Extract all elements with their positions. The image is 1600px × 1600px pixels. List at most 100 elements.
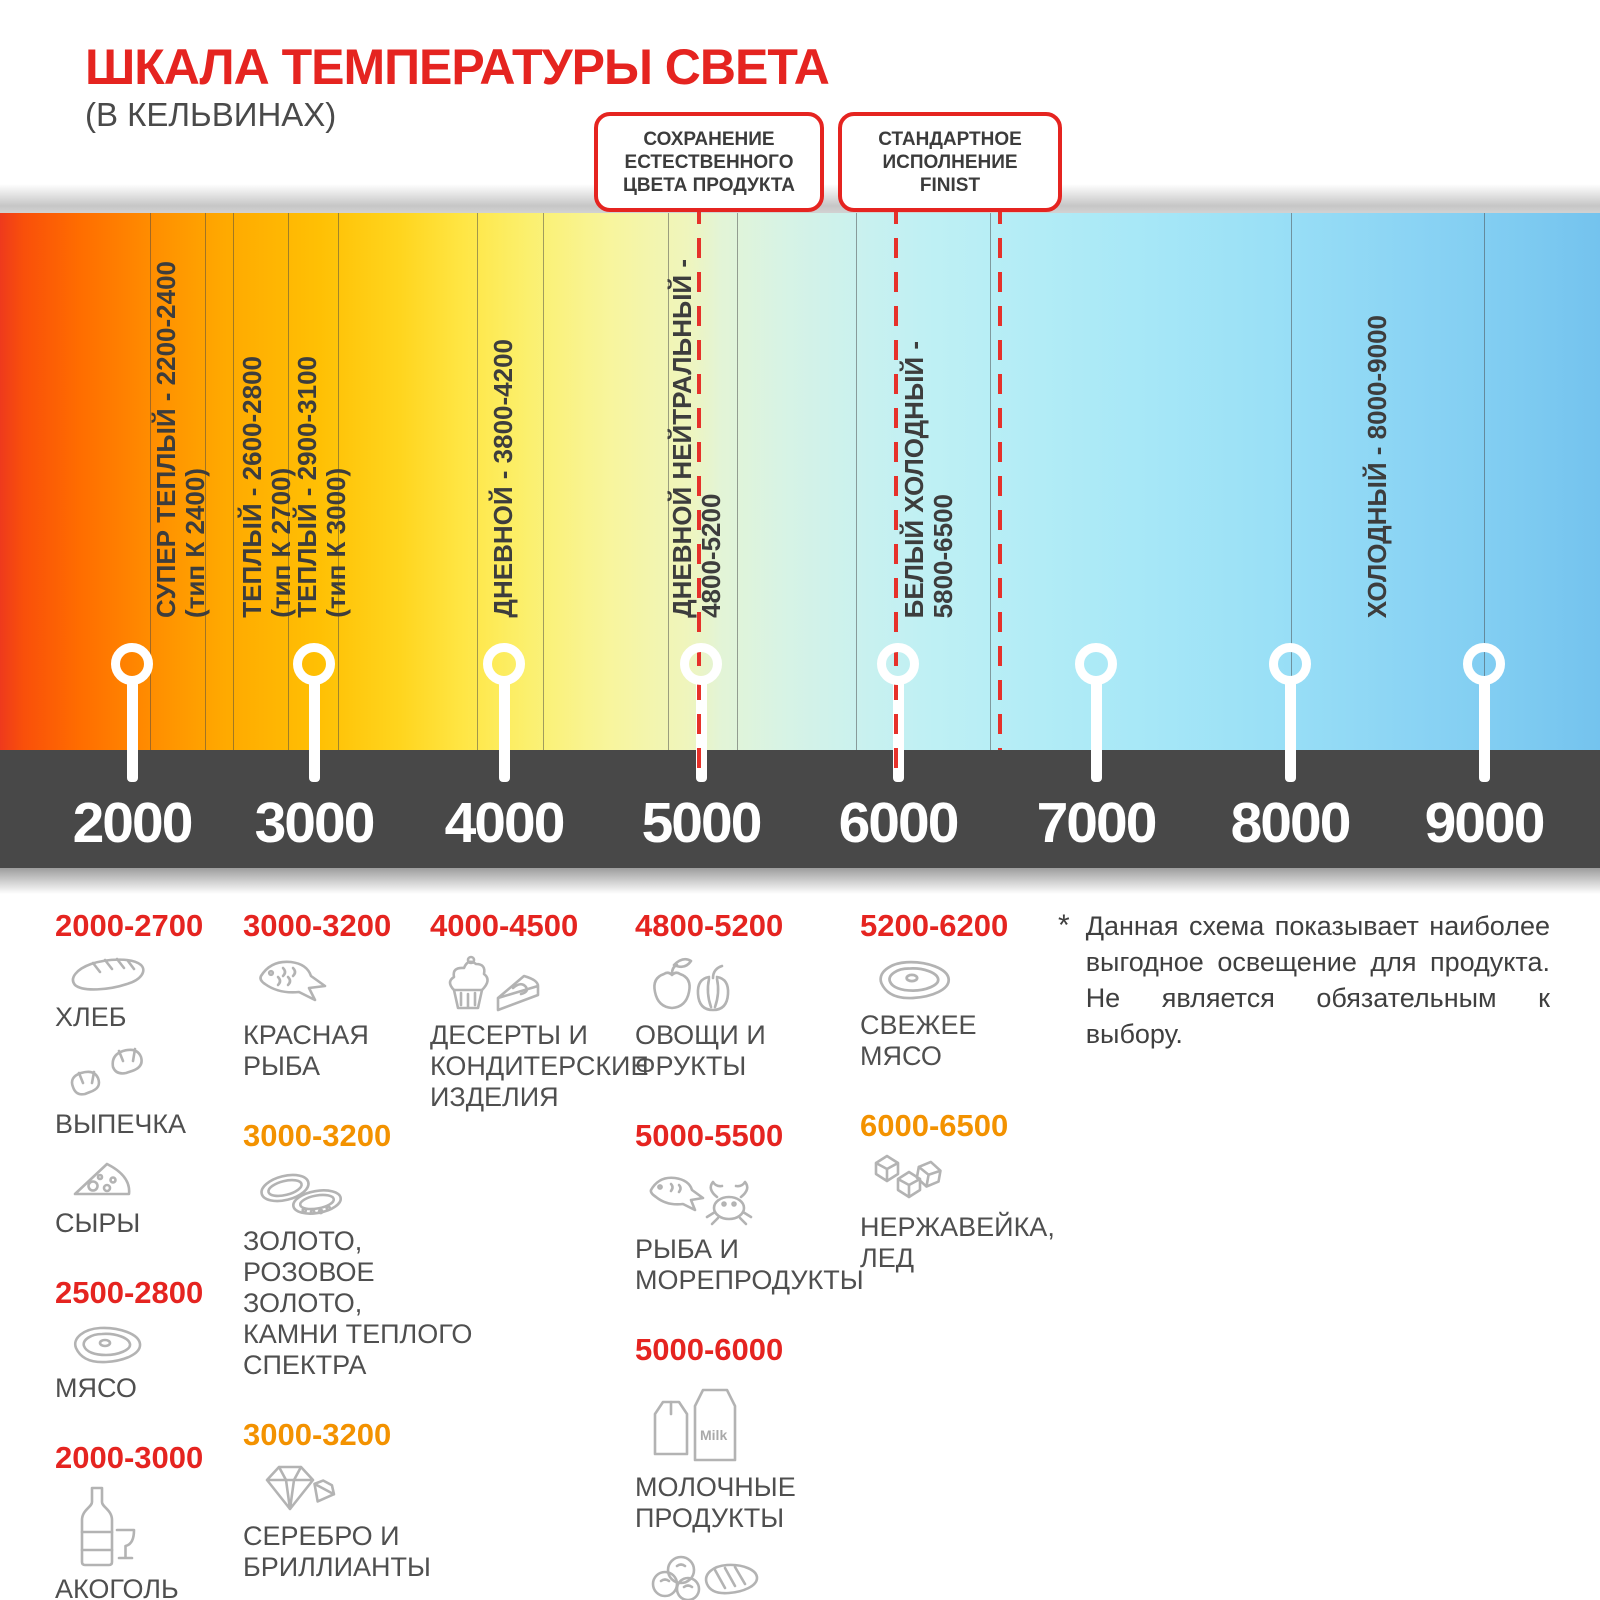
- legend-item-label: РЫБА И МОРЕПРОДУКТЫ: [635, 1234, 864, 1295]
- band-label-line: ТЕПЛЫЙ - 2600-2800: [237, 356, 267, 618]
- marker-ring-6000: [877, 643, 919, 685]
- legend-item: ОВОЩИ И ФРУКТЫ: [635, 952, 935, 1082]
- callout-line: СТАНДАРТНОЕ: [878, 128, 1022, 150]
- legend-item-label: ДЕСЕРТЫ И КОНДИТЕРСКИЕ ИЗДЕЛИЯ: [430, 1020, 649, 1112]
- legend-group: 3000-3200 СЕРЕБРО И БРИЛЛИАНТЫ: [243, 1417, 488, 1583]
- legend-item-label: ЗОЛОТО, РОЗОВОЕ ЗОЛОТО, КАМНИ ТЕПЛОГО СП…: [243, 1226, 473, 1380]
- legend-item: Milk МОЛОЧНЫЕ ПРОДУКТЫ: [635, 1376, 935, 1534]
- legend-item-label: МЯСО: [55, 1373, 137, 1403]
- range-label: 4000-4500: [430, 908, 579, 943]
- marker-ring-4000: [483, 643, 525, 685]
- leader-line-finist-6500: [998, 204, 1002, 750]
- marker-stem-4000: [499, 680, 510, 782]
- band-label-line: (тип К 2400): [180, 468, 210, 618]
- callout-line: FINIST: [919, 174, 981, 196]
- legend-item: ВЫПЕЧКА: [55, 1045, 240, 1140]
- red-fish-icon: [255, 952, 488, 1014]
- gridline: [1484, 213, 1485, 750]
- vegetables-icon: [647, 952, 935, 1014]
- gridline: [737, 213, 738, 750]
- axis-tick-9000: 9000: [1424, 791, 1546, 855]
- marker-stem-2000: [127, 680, 138, 782]
- legend-group: 5000-6000 Milk МОЛОЧНЫЕ ПРОДУКТЫ: [635, 1332, 935, 1600]
- diamonds-icon: [255, 1461, 488, 1515]
- footnote: * Данная схема показывает наиболее выгод…: [1058, 908, 1550, 1052]
- legend-group: 3000-3200 ЗОЛОТО, РОЗОВОЕ ЗОЛОТО, КАМНИ …: [243, 1118, 488, 1381]
- band-label-line: (тип К 3000): [321, 468, 351, 618]
- marker-ring-2000: [111, 643, 153, 685]
- range-label: 5000-5500: [635, 1118, 784, 1153]
- cheese-icon: [67, 1152, 240, 1202]
- legend-item-label: МОЛОЧНЫЕ ПРОДУКТЫ: [635, 1472, 796, 1533]
- gridline: [205, 213, 206, 750]
- gridline: [990, 213, 991, 750]
- legend-column-5: 5200-6200 СВЕЖЕЕ МЯСО 6000-6500: [860, 908, 1075, 1310]
- band-label-daylight: ДНЕВНОЙ - 3800-4200: [488, 339, 518, 618]
- callout-finist-standard: СТАНДАРТНОЕ ИСПОЛНЕНИЕ FINIST: [838, 112, 1062, 212]
- leader-line-finist-6000: [894, 204, 898, 782]
- milk-carton-label: Milk: [700, 1427, 727, 1443]
- marker-stem-5000: [696, 680, 707, 782]
- legend-group: 5200-6200 СВЕЖЕЕ МЯСО: [860, 908, 1075, 1072]
- range-label: 3000-3200: [243, 1417, 392, 1452]
- band-label-line: ХОЛОДНЫЙ - 8000-9000: [1362, 314, 1392, 618]
- frozen-icon: [647, 1546, 935, 1600]
- range-label: 6000-6500: [860, 1108, 1009, 1143]
- band-label-line: 5800-6500: [928, 493, 958, 618]
- legend-item: СВЕЖЕЕ МЯСО: [860, 952, 1075, 1072]
- marker-stem-6000: [893, 680, 904, 782]
- leader-line-natural-color: [697, 204, 701, 782]
- band-label-super-warm: СУПЕР ТЕПЛЫЙ - 2200-2400 (тип К 2400): [151, 261, 210, 618]
- gridline: [668, 213, 669, 750]
- band-label-line: ДНЕВНОЙ НЕЙТРАЛЬНЫЙ -: [667, 259, 697, 618]
- legend-item: КРАСНАЯ РЫБА: [243, 952, 488, 1082]
- range-label: 2000-3000: [55, 1440, 204, 1475]
- legend-item: НЕРЖАВЕЙКА, ЛЕД: [860, 1152, 1075, 1274]
- band-label-line: ДНЕВНОЙ - 3800-4200: [488, 339, 518, 618]
- legend-group: 2000-3000 АКОГОЛЬ: [55, 1440, 240, 1600]
- axis-tick-7000: 7000: [1036, 791, 1158, 855]
- legend-item: АКОГОЛЬ: [55, 1484, 240, 1600]
- legend-item-label: СЕРЕБРО И БРИЛЛИАНТЫ: [243, 1521, 431, 1582]
- legend-column-1: 2000-2700 ХЛЕБ: [55, 908, 240, 1600]
- legend-group: 2500-2800 МЯСО: [55, 1275, 240, 1404]
- marker-ring-8000: [1269, 643, 1311, 685]
- bread-icon: [67, 952, 240, 996]
- legend-item: ЗАМОРОЖЕННЫЕ ПОЛУФАБРИКАТЫ: [635, 1546, 935, 1600]
- alcohol-icon: [67, 1484, 240, 1568]
- legend-item: ДЕСЕРТЫ И КОНДИТЕРСКИЕ ИЗДЕЛИЯ: [430, 952, 649, 1113]
- range-label: 2000-2700: [55, 908, 204, 943]
- fresh-meat-icon: [872, 952, 1075, 1004]
- band-label-cold: ХОЛОДНЫЙ - 8000-9000: [1362, 314, 1392, 618]
- axis-tick-3000: 3000: [254, 791, 376, 855]
- legend-item: ЗОЛОТО, РОЗОВОЕ ЗОЛОТО, КАМНИ ТЕПЛОГО СП…: [243, 1162, 488, 1381]
- marker-stem-8000: [1285, 680, 1296, 782]
- gold-rings-icon: [255, 1162, 488, 1220]
- range-label: 3000-3200: [243, 1118, 392, 1153]
- range-label: 5000-6000: [635, 1332, 784, 1367]
- marker-stem-7000: [1091, 680, 1102, 782]
- desserts-icon: [442, 952, 640, 1014]
- legend-column-3: 4000-4500 ДЕСЕРТЫ И КОНДИТЕРСКИЕ ИЗДЕЛИЯ: [430, 908, 649, 1149]
- legend-item: РЫБА И МОРЕПРОДУКТЫ: [635, 1162, 935, 1296]
- marker-ring-9000: [1463, 643, 1505, 685]
- band-label-line: ТЕПЛЫЙ - 2900-3100: [292, 356, 322, 618]
- range-label: 5200-6200: [860, 908, 1009, 943]
- marker-ring-3000: [293, 643, 335, 685]
- legend-item-label: КРАСНАЯ РЫБА: [243, 1020, 369, 1081]
- callout-natural-color: СОХРАНЕНИЕ ЕСТЕСТВЕННОГО ЦВЕТА ПРОДУКТА: [594, 112, 824, 212]
- legend-group: 2000-2700 ХЛЕБ: [55, 908, 240, 1239]
- legend-group: 4800-5200 ОВОЩИ И ФРУКТЫ: [635, 908, 935, 1082]
- legend-item: ХЛЕБ: [55, 952, 240, 1033]
- marker-stem-3000: [309, 680, 320, 782]
- legend-item: СЕРЕБРО И БРИЛЛИАНТЫ: [243, 1461, 488, 1583]
- axis-tick-8000: 8000: [1230, 791, 1352, 855]
- pastry-icon: [67, 1045, 240, 1103]
- page-subtitle: (В КЕЛЬВИНАХ): [85, 96, 337, 133]
- legend-item-label: СЫРЫ: [55, 1208, 141, 1238]
- axis-tick-2000: 2000: [72, 791, 194, 855]
- range-label: 3000-3200: [243, 908, 392, 943]
- bottom-shadow: [0, 868, 1600, 894]
- marker-ring-5000: [680, 643, 722, 685]
- legend-item-label: ХЛЕБ: [55, 1002, 127, 1032]
